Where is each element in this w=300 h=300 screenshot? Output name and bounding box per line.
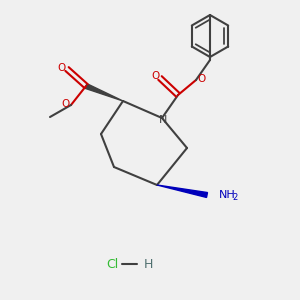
Text: N: N (159, 115, 167, 125)
Text: NH: NH (219, 190, 236, 200)
Text: O: O (197, 74, 205, 84)
Polygon shape (85, 84, 123, 101)
Text: O: O (151, 71, 159, 81)
Text: H: H (143, 257, 153, 271)
Polygon shape (157, 185, 208, 197)
Text: Cl: Cl (106, 257, 118, 271)
Text: O: O (58, 63, 66, 73)
Text: O: O (62, 99, 70, 109)
Text: 2: 2 (232, 194, 237, 202)
